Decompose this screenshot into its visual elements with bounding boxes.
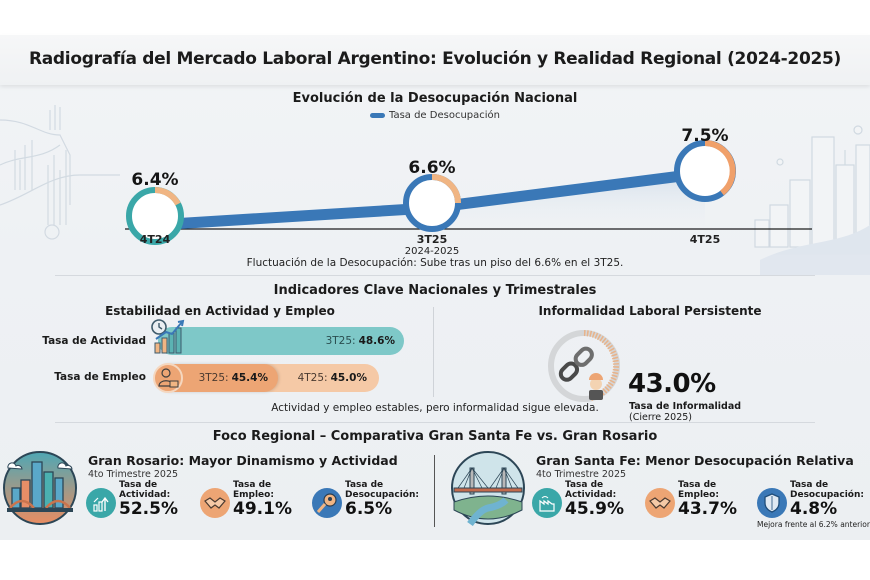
activity-rate-label: Tasa de Actividad <box>42 335 146 347</box>
handshake-icon <box>200 488 230 518</box>
factory-icon <box>532 488 562 518</box>
kpi-label-1: Tasa de <box>233 480 272 490</box>
data-label-4t24: 6.4% <box>131 170 179 190</box>
indicators-title: Indicadores Clave Nacionales y Trimestra… <box>273 283 597 298</box>
kpi-label-1: Tasa de <box>565 480 604 490</box>
santafe-title: Gran Santa Fe: Menor Desocupación Relati… <box>536 453 854 468</box>
rosario-kpi-activity: Tasa de Actividad: 52.5% <box>86 480 178 519</box>
kpi-label-2: Desocupación: <box>345 489 419 500</box>
informality-gauge-icon <box>548 330 620 402</box>
employment-rate-label: Tasa de Empleo <box>54 371 146 383</box>
employment-4t25-period: 4T25: <box>297 372 328 384</box>
kpi-label-1: Tasa de <box>678 480 717 490</box>
kpi-label-2: Actividad: <box>565 489 617 500</box>
infographic: Radiografía del Mercado Laboral Argentin… <box>0 35 870 540</box>
informality-label: Tasa de Informalidad <box>629 401 742 412</box>
chart-title: Evolución de la Desocupación Nacional <box>292 91 578 106</box>
kpi-label-2: Empleo: <box>678 489 719 500</box>
kpi-value: 52.5% <box>119 499 178 519</box>
regional-title: Foco Regional – Comparativa Gran Santa F… <box>212 429 658 444</box>
kpi-value: 45.9% <box>565 499 624 519</box>
rosario-city-icon <box>3 451 77 525</box>
santafe-period: 4to Trimestre 2025 <box>536 469 627 480</box>
santafe-unemployment-footnote: Mejora frente al 6.2% anterior <box>757 520 870 529</box>
data-label-3t25: 6.6% <box>408 158 456 178</box>
page-title: Radiografía del Mercado Laboral Argentin… <box>28 49 842 69</box>
kpi-value: 49.1% <box>233 499 292 519</box>
kpi-label-2: Empleo: <box>233 489 274 500</box>
rosario-kpi-unemployment: Tasa de Desocupación: 6.5% <box>312 480 419 519</box>
broken-chain-icon <box>558 346 594 382</box>
chart-annotation: Fluctuación de la Desocupación: Sube tra… <box>246 257 624 269</box>
employment-3t25-value: 45.4% <box>231 372 268 384</box>
x-tick-4t24: 4T24 <box>139 233 171 246</box>
section-divider-2 <box>55 422 815 423</box>
rosario-title: Gran Rosario: Mayor Dinamismo y Activida… <box>88 453 398 468</box>
chart-legend: Tasa de Desocupación <box>0 110 870 121</box>
data-point-4t25 <box>674 140 736 202</box>
kpi-value: 4.8% <box>790 499 838 519</box>
informality-value: 43.0% <box>628 369 716 399</box>
santafe-kpi-activity: Tasa de Actividad: 45.9% <box>532 480 624 519</box>
data-point-3t25 <box>403 174 461 232</box>
kpi-label-2: Desocupación: <box>790 489 864 500</box>
indicators-note: Actividad y empleo estables, pero inform… <box>271 402 599 414</box>
decorative-graph-lines-icon <box>0 105 120 240</box>
magnifier-people-icon <box>312 488 342 518</box>
handshake-icon <box>645 488 675 518</box>
section-divider <box>55 275 815 276</box>
santafe-bridge-icon <box>451 451 525 526</box>
growth-chart-icon <box>86 488 116 518</box>
informality-label-block: Tasa de Informalidad (Cierre 2025) <box>629 401 741 423</box>
kpi-value: 6.5% <box>345 499 393 519</box>
informality-title: Informalidad Laboral Persistente <box>538 304 762 318</box>
stability-title: Estabilidad en Actividad y Empleo <box>105 304 335 318</box>
activity-growth-icon <box>151 319 185 354</box>
kpi-label-1: Tasa de <box>790 480 829 490</box>
legend-swatch <box>369 113 385 118</box>
regional-divider <box>434 455 435 527</box>
santafe-kpi-unemployment: Tasa de Desocupación: 4.8% <box>757 480 864 519</box>
activity-value: 48.6% <box>358 335 395 347</box>
kpi-label-2: Actividad: <box>119 489 171 500</box>
indicators-divider <box>433 307 434 397</box>
legend-label: Tasa de Desocupación <box>388 110 500 121</box>
shield-icon <box>757 488 787 518</box>
x-tick-3t25: 3T25 <box>416 233 448 246</box>
x-axis-period: 2024-2025 <box>404 246 460 257</box>
decorative-city-icon <box>754 125 870 275</box>
rosario-period: 4to Trimestre 2025 <box>88 469 179 480</box>
kpi-value: 43.7% <box>678 499 737 519</box>
kpi-label-1: Tasa de <box>345 480 384 490</box>
employment-4t25-value: 45.0% <box>330 372 367 384</box>
employment-3t25-period: 3T25: <box>198 372 229 384</box>
unemployment-line-chart <box>0 105 870 275</box>
kpi-label-1: Tasa de <box>119 480 158 490</box>
data-point-4t24 <box>126 187 184 245</box>
worker-icon <box>153 363 183 393</box>
activity-period: 3T25: <box>325 335 356 347</box>
informality-sublabel: (Cierre 2025) <box>629 412 693 423</box>
title-band: Radiografía del Mercado Laboral Argentin… <box>0 35 870 85</box>
activity-rate-bar: 3T25: 48.6% <box>158 327 404 355</box>
data-label-4t25: 7.5% <box>681 126 729 146</box>
rosario-kpi-employment: Tasa de Empleo: 49.1% <box>200 480 292 519</box>
x-tick-4t25: 4T25 <box>689 233 721 246</box>
santafe-kpi-employment: Tasa de Empleo: 43.7% <box>645 480 737 519</box>
